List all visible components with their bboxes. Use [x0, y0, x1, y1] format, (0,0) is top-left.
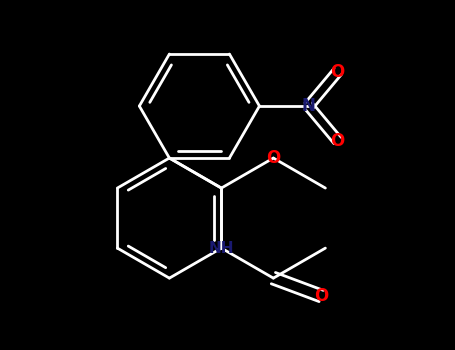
Text: O: O [330, 63, 345, 80]
Text: N: N [302, 97, 316, 115]
Text: O: O [266, 149, 280, 167]
Text: O: O [314, 287, 329, 305]
Text: NH: NH [209, 240, 234, 256]
Text: O: O [330, 132, 345, 149]
